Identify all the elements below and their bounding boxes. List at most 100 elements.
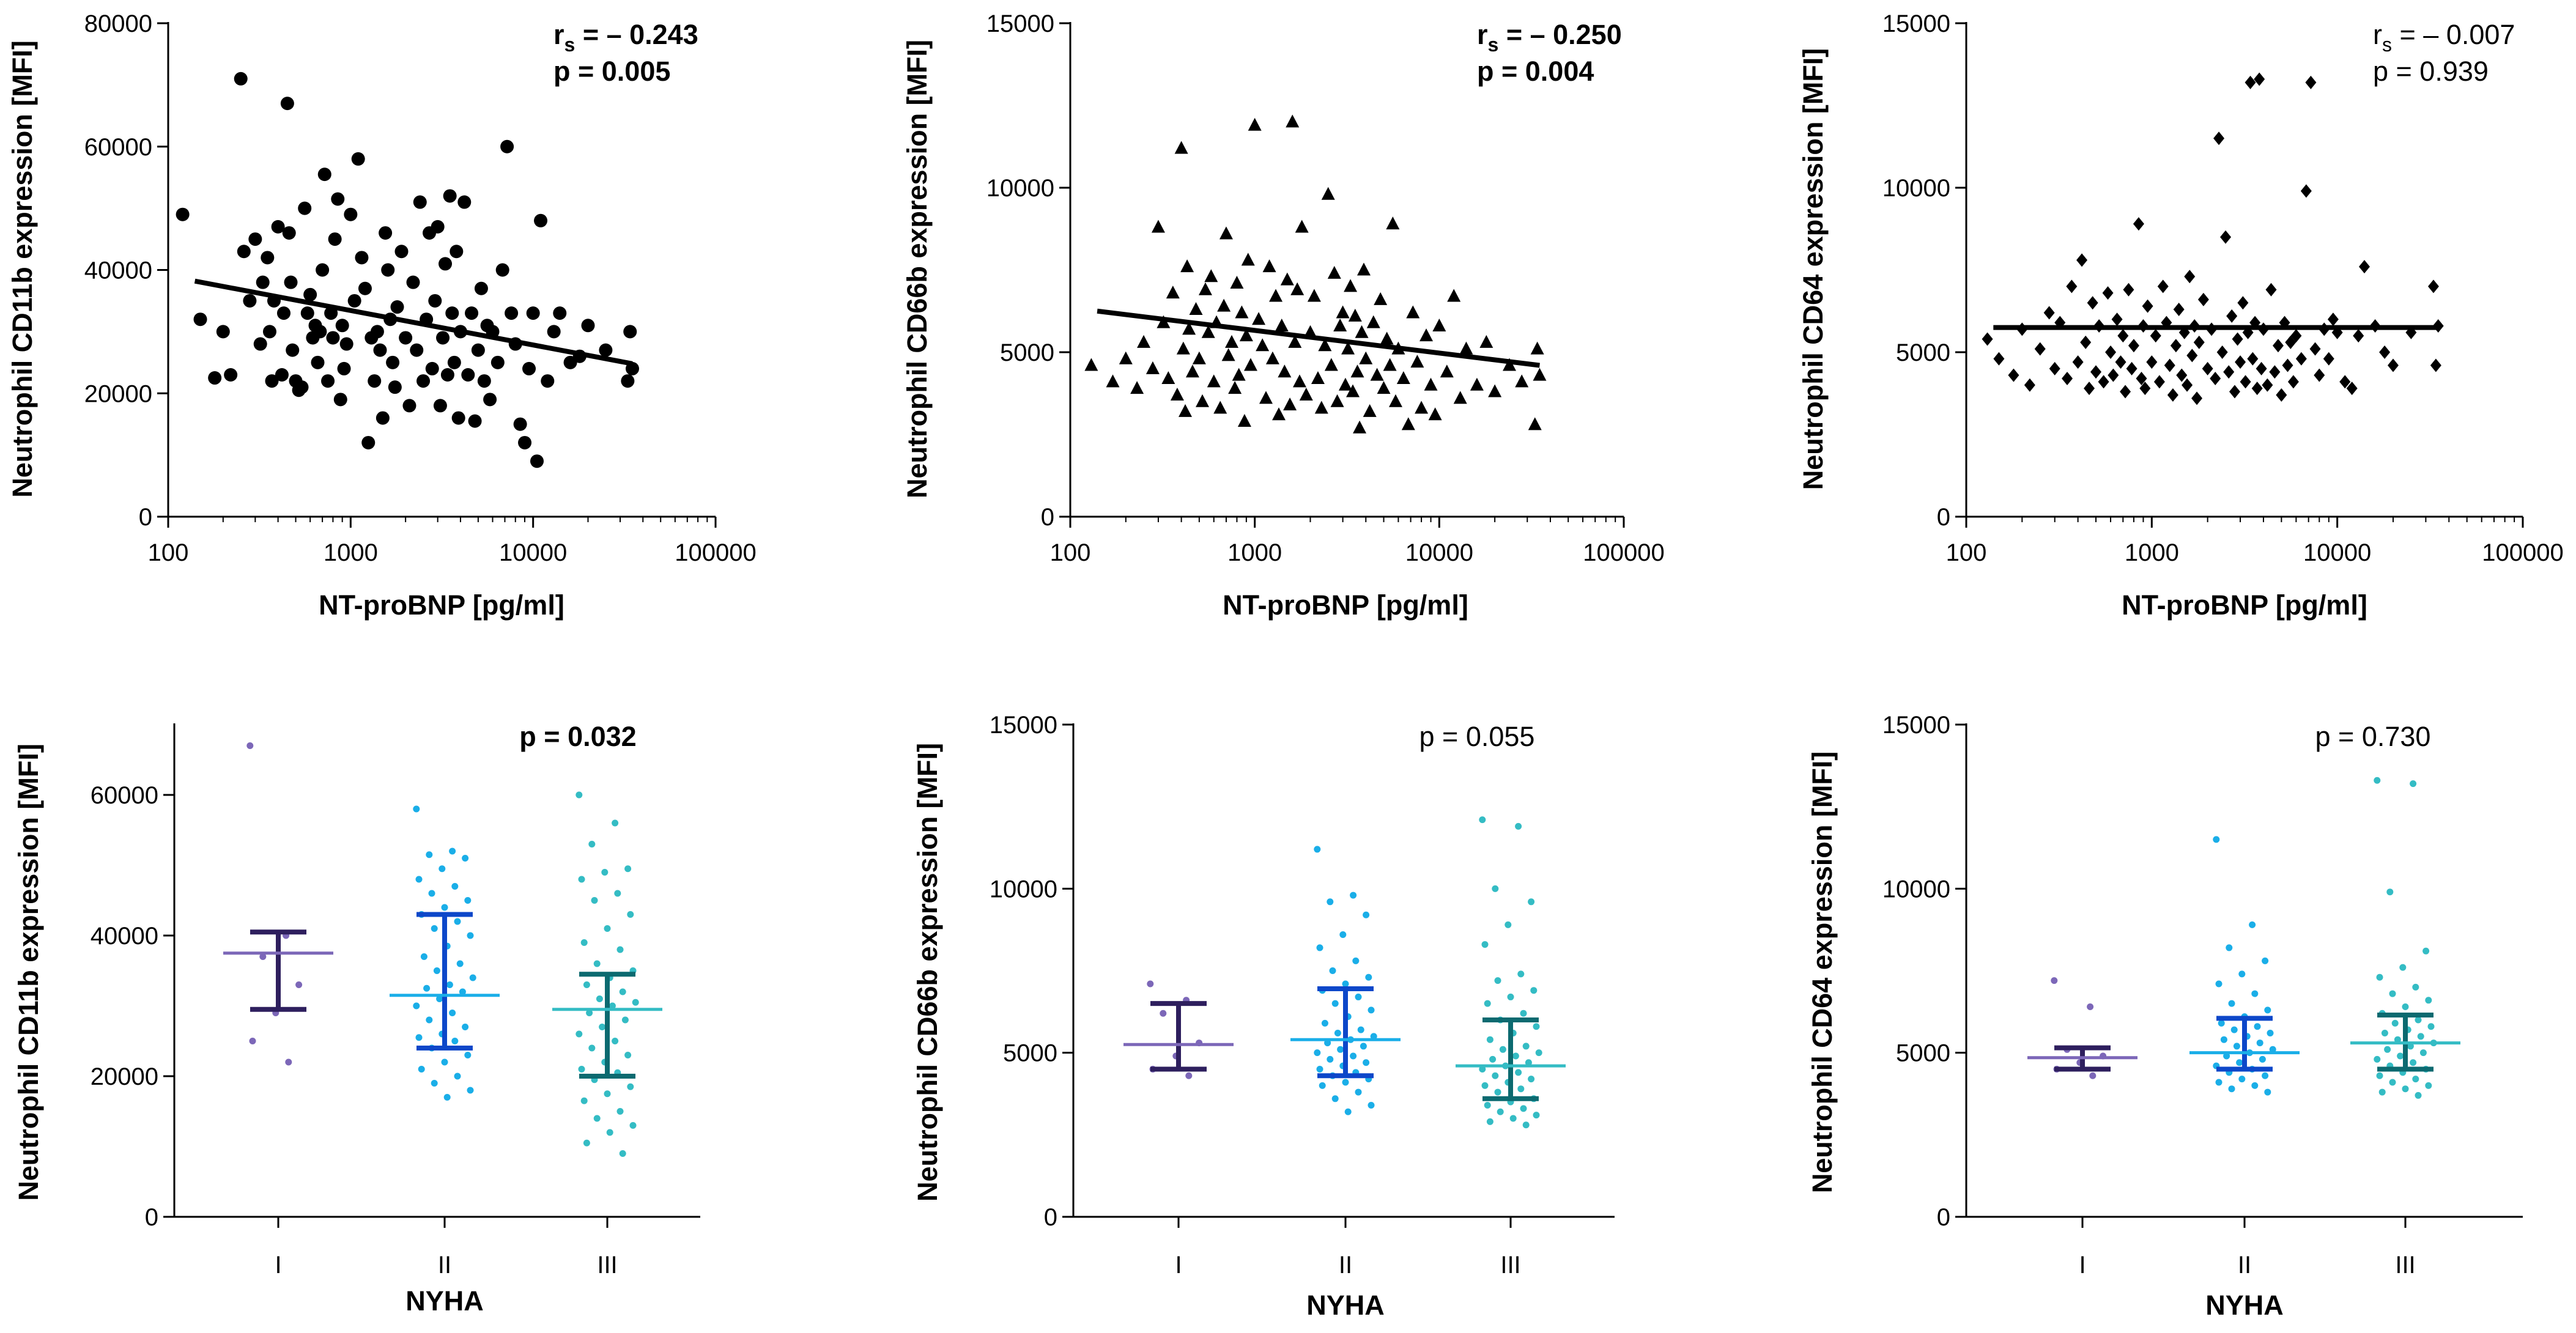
data-point bbox=[441, 904, 448, 911]
data-point bbox=[1453, 391, 1467, 404]
data-point bbox=[1316, 1066, 1323, 1073]
data-point bbox=[2295, 352, 2307, 366]
data-point bbox=[2237, 296, 2249, 310]
data-point bbox=[2381, 1029, 2388, 1036]
data-point bbox=[1311, 371, 1325, 385]
data-point bbox=[2256, 361, 2267, 375]
data-point bbox=[2111, 312, 2123, 327]
data-point bbox=[1185, 1072, 1193, 1079]
data-point bbox=[1348, 308, 1362, 322]
data-point bbox=[604, 925, 611, 932]
data-point bbox=[2240, 375, 2251, 389]
data-point bbox=[2051, 977, 2058, 984]
data-point bbox=[2146, 355, 2158, 369]
data-point bbox=[420, 953, 427, 960]
data-point bbox=[1350, 1052, 1357, 1060]
data-point bbox=[2216, 345, 2228, 359]
data-point bbox=[2186, 349, 2198, 363]
data-point bbox=[609, 1002, 616, 1010]
data-point bbox=[612, 819, 619, 827]
data-point bbox=[591, 897, 598, 904]
data-point bbox=[1355, 993, 1362, 1000]
data-point bbox=[1486, 1118, 1493, 1125]
data-point bbox=[436, 995, 443, 1002]
data-point bbox=[2105, 345, 2117, 359]
data-point bbox=[1388, 394, 1402, 407]
data-point bbox=[2389, 990, 2396, 997]
data-point bbox=[431, 220, 445, 234]
data-point bbox=[623, 325, 637, 339]
data-point bbox=[599, 343, 613, 357]
x-axis-label: NT-proBNP [pg/ml] bbox=[1223, 589, 1468, 621]
data-point bbox=[2142, 299, 2153, 313]
chart-panel-2: 0 5000 10000 15000 Neutrophil CD66b expressi… bbox=[901, 10, 1665, 621]
y-tick-label: 0 bbox=[1041, 504, 1054, 531]
data-point bbox=[1515, 822, 1522, 830]
data-point bbox=[1440, 364, 1454, 378]
data-point bbox=[578, 1066, 585, 1073]
data-point bbox=[580, 939, 588, 946]
data-point bbox=[1192, 351, 1206, 364]
data-point bbox=[2402, 1085, 2409, 1093]
data-point bbox=[2220, 1036, 2227, 1043]
data-point bbox=[2128, 339, 2139, 353]
data-point bbox=[2238, 970, 2246, 978]
data-point bbox=[2072, 355, 2084, 369]
y-axis-label: Neutrophil CD66b expression [MFI] bbox=[912, 743, 943, 1202]
data-point bbox=[311, 355, 325, 369]
data-point bbox=[606, 1129, 613, 1136]
data-point bbox=[1147, 980, 1154, 988]
data-point bbox=[483, 393, 497, 407]
data-point bbox=[351, 152, 365, 166]
data-point bbox=[303, 287, 317, 301]
data-point bbox=[443, 189, 457, 203]
data-point bbox=[2126, 361, 2137, 375]
data-point bbox=[1331, 1000, 1339, 1007]
data-point bbox=[333, 393, 347, 407]
data-point bbox=[599, 1024, 606, 1030]
data-point bbox=[326, 331, 340, 345]
data-point bbox=[2157, 279, 2169, 294]
x-axis-label: NYHA bbox=[405, 1285, 484, 1316]
data-point bbox=[1286, 114, 1300, 128]
data-point bbox=[1499, 1046, 1506, 1053]
data-point bbox=[518, 435, 532, 449]
data-point bbox=[1321, 1019, 1328, 1027]
data-point bbox=[1336, 305, 1350, 319]
data-point bbox=[1494, 977, 1501, 984]
data-point bbox=[1352, 957, 1360, 964]
data-point bbox=[1993, 352, 2005, 366]
data-point bbox=[1327, 265, 1341, 279]
y-tick-label: 10000 bbox=[1882, 175, 1950, 202]
x-tick-label: I bbox=[1175, 1252, 1182, 1279]
data-point bbox=[249, 1038, 256, 1044]
data-point bbox=[1517, 970, 1525, 978]
data-point bbox=[2247, 352, 2259, 366]
data-point bbox=[465, 306, 479, 320]
data-point bbox=[1522, 1043, 1530, 1050]
data-point bbox=[1353, 420, 1367, 434]
data-point bbox=[2213, 836, 2220, 843]
data-point bbox=[1370, 367, 1384, 381]
data-point bbox=[593, 1115, 601, 1122]
data-point bbox=[1337, 1046, 1344, 1053]
data-point bbox=[477, 374, 491, 388]
x-tick-label: 1000 bbox=[1227, 539, 1282, 566]
data-point bbox=[1278, 364, 1292, 378]
data-point bbox=[285, 1058, 292, 1066]
data-point bbox=[1530, 341, 1544, 355]
y-tick-label: 20000 bbox=[91, 1063, 158, 1090]
x-tick-label: 1000 bbox=[2125, 539, 2179, 566]
data-point bbox=[593, 960, 601, 967]
data-point bbox=[1342, 980, 1349, 988]
data-point bbox=[390, 300, 404, 314]
data-point bbox=[355, 251, 369, 265]
data-point bbox=[246, 742, 254, 749]
data-point bbox=[1410, 355, 1424, 368]
data-point bbox=[1380, 331, 1394, 345]
data-point bbox=[2049, 361, 2060, 375]
data-point bbox=[2415, 1091, 2422, 1099]
data-point bbox=[462, 1024, 469, 1030]
data-point bbox=[2410, 780, 2417, 788]
y-tick-label: 5000 bbox=[1003, 1040, 1057, 1067]
